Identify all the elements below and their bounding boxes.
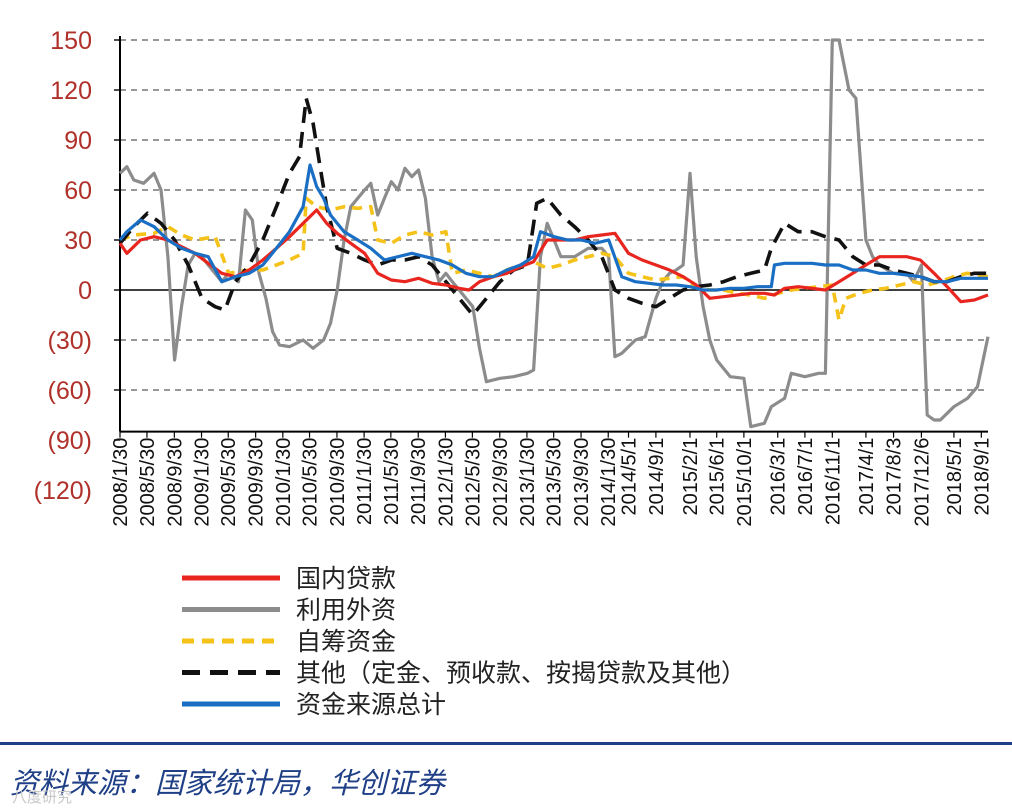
x-tick-label: 2012/5/30	[462, 438, 484, 527]
x-tick-label: 2017/8/3	[884, 438, 906, 516]
y-tick-label: 60	[64, 177, 92, 205]
series-line	[119, 196, 989, 322]
y-tick-label: 90	[64, 127, 92, 155]
x-tick-label: 2012/9/30	[490, 438, 512, 527]
x-tick-label: 2018/9/1	[971, 438, 993, 516]
x-tick-label: 2010/5/30	[300, 438, 322, 527]
x-tick-label: 2009/1/30	[192, 438, 214, 527]
x-tick-label: 2010/1/30	[273, 438, 295, 527]
watermark: 八度研究	[12, 788, 73, 806]
x-tick-label: 2010/9/30	[327, 438, 349, 527]
source-note: 资料来源：国家统计局，华创证券	[10, 766, 446, 800]
x-tick-label: 2008/9/30	[164, 438, 186, 527]
x-tick-label: 2011/9/30	[408, 438, 430, 525]
x-tick-label: 2015/6/1	[707, 438, 729, 516]
x-tick-label: 2013/1/30	[517, 438, 539, 527]
x-tick-label: 2017/12/6	[911, 438, 933, 527]
legend-label: 其他（定金、预收款、按揭贷款及其他）	[296, 659, 746, 688]
x-tick-label: 2009/5/30	[218, 438, 240, 527]
y-tick-label: (90)	[48, 427, 92, 455]
y-tick-label: (60)	[48, 377, 92, 405]
y-tick-label: 120	[50, 77, 92, 105]
x-tick-label: 2016/11/1	[822, 438, 844, 525]
y-tick-labels: 150 120 90 60 30 0 (30) (60) (90) (120)	[34, 27, 120, 505]
y-tick-label: 0	[78, 277, 92, 305]
series-line	[118, 38, 990, 429]
x-tick-label: 2015/2/1	[680, 438, 702, 516]
x-tick-label: 2008/1/30	[110, 438, 132, 527]
y-tick-label: 30	[64, 227, 92, 255]
series-line	[118, 208, 989, 304]
footer-rule	[0, 742, 1012, 745]
series-lines	[118, 38, 990, 429]
x-tick-label: 2017/4/1	[856, 438, 878, 516]
legend-label: 利用外资	[296, 596, 396, 625]
x-tick-label: 2013/9/30	[571, 438, 593, 527]
x-tick-label: 2009/9/30	[246, 438, 268, 527]
legend-label: 国内贷款	[296, 564, 396, 593]
x-tick-label: 2011/5/30	[381, 438, 403, 525]
x-tick-label: 2008/5/30	[137, 438, 159, 527]
x-tick-labels: 2008/1/30 2008/5/30 2008/9/30 2009/1/30 2009…	[110, 431, 993, 527]
y-tick-label: 150	[50, 27, 92, 55]
x-tick-label: 2011/1/30	[354, 438, 376, 525]
x-tick-label: 2016/7/1	[795, 438, 817, 516]
legend-label: 资金来源总计	[296, 690, 446, 719]
y-tick-label: (30)	[48, 327, 92, 355]
x-tick-label: 2013/5/30	[544, 438, 566, 527]
y-tick-label: (120)	[34, 477, 92, 505]
axes	[119, 36, 988, 433]
chart: 150 120 90 60 30 0 (30) (60) (90) (120) 2008/1/30…	[34, 27, 994, 719]
x-tick-label: 2012/1/30	[435, 438, 457, 527]
x-tick-label: 2015/10/1	[734, 438, 756, 527]
x-tick-label: 2016/3/1	[768, 438, 790, 516]
series-line	[118, 163, 988, 292]
x-tick-label: 2014/9/1	[646, 438, 668, 516]
x-tick-label: 2014/5/1	[619, 438, 641, 516]
legend-label: 自筹资金	[296, 627, 396, 656]
series-line	[118, 96, 988, 317]
x-tick-label: 2014/1/30	[598, 438, 620, 527]
x-tick-label: 2018/5/1	[944, 438, 966, 516]
